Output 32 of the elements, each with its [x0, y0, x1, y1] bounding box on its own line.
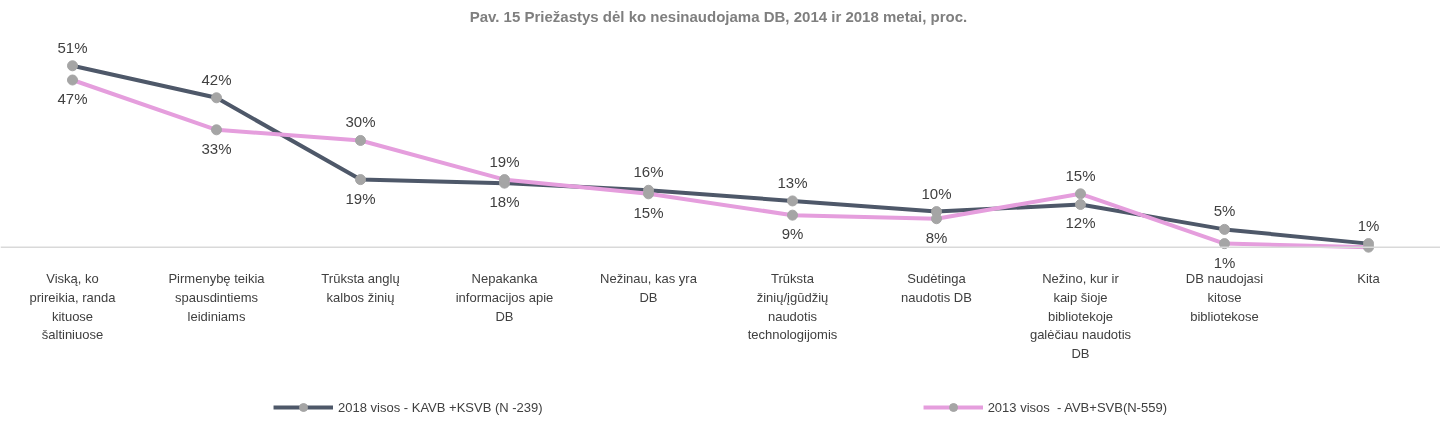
- x-tick-label: Nežinau, kas yra DB: [600, 271, 698, 305]
- data-label: 16%: [633, 163, 664, 181]
- x-tick-label: Trūksta anglų kalbos žinių: [321, 271, 400, 305]
- x-tick-label: Viską, ko prireikia, randa kituose šaltiniuose: [29, 271, 117, 343]
- data-label: 30%: [345, 113, 376, 131]
- x-tick-label: Trūksta žinių/įgūdžių naudotis technologijomis: [747, 271, 838, 343]
- chart-title: Pav. 15 Priežastys dėl ko nesinaudojama DB, 2014 ir 2018 metai, proc.: [469, 7, 968, 25]
- data-label: 33%: [201, 139, 232, 157]
- x-tick-label: Nepakanka informacijos apie DB: [455, 271, 554, 324]
- data-label: 19%: [345, 189, 376, 207]
- x-tick-label: Nežino, kur ir kaip šioje bibliotekoje galėčiau naudotis DB: [1029, 271, 1132, 362]
- data-label: 18%: [489, 193, 520, 211]
- data-label: 15%: [1065, 166, 1096, 184]
- data-label: 47%: [57, 90, 88, 108]
- data-label: 9%: [781, 225, 804, 243]
- data-label: 1%: [1357, 216, 1380, 234]
- data-label: 1%: [1213, 253, 1236, 271]
- data-label: 51%: [57, 38, 88, 56]
- legend-label: 2018 visos - KAVB +KSVB (N -239): [338, 399, 543, 415]
- x-tick-label: Kita: [1357, 271, 1381, 287]
- data-label: 8%: [925, 228, 948, 246]
- data-label: 12%: [1065, 214, 1096, 232]
- x-tick-label: Sudėtinga naudotis DB: [901, 271, 972, 305]
- legend-label: 2013 visos - AVB+SVB(N-559): [987, 399, 1167, 415]
- data-label: 5%: [1213, 202, 1236, 220]
- data-label: 15%: [633, 203, 664, 221]
- data-label: 42%: [201, 70, 232, 88]
- data-label: 19%: [489, 152, 520, 170]
- x-tick-label: Pirmenybę teikia spausdintiems leidiniams: [168, 271, 266, 324]
- data-label: 10%: [921, 184, 952, 202]
- x-tick-label: DB naudojasi kitose bibliotekose: [1185, 271, 1264, 324]
- data-label: 13%: [777, 173, 808, 191]
